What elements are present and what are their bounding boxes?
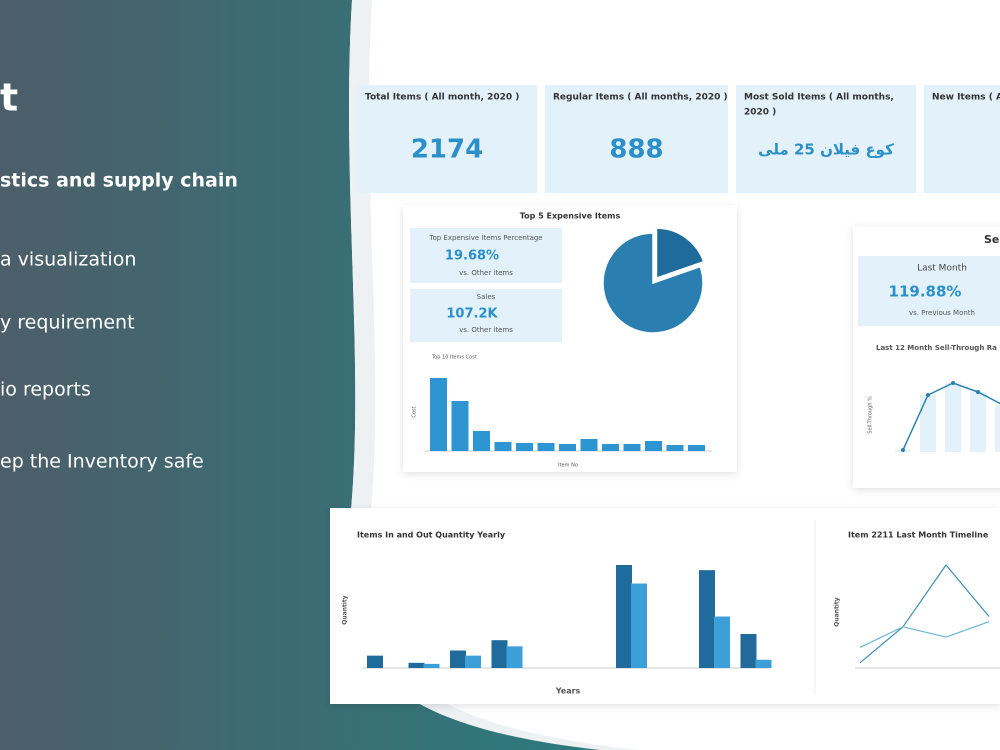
kpi-value: 2174 bbox=[411, 135, 483, 165]
bar bbox=[755, 659, 772, 668]
kpi-card bbox=[357, 85, 537, 193]
timeline-chart bbox=[855, 564, 1000, 669]
panel-title: Items In and Out Quantity Yearly bbox=[357, 531, 506, 540]
bar bbox=[688, 445, 705, 451]
point bbox=[901, 448, 905, 452]
stat-note: vs. Previous Month bbox=[909, 309, 975, 317]
panel-title: Sel bbox=[984, 233, 1000, 246]
kpi-value: 888 bbox=[609, 135, 663, 165]
bar bbox=[623, 444, 641, 451]
kpi-card bbox=[736, 85, 916, 193]
stat-label: Sales bbox=[477, 293, 496, 301]
stat-value: 119.88% bbox=[889, 283, 962, 301]
bar bbox=[602, 444, 619, 451]
stat-value: 107.2K bbox=[446, 307, 498, 322]
kpi-value: كوع فيلان 25 ملى bbox=[758, 141, 894, 159]
bar bbox=[423, 663, 440, 668]
bar bbox=[714, 616, 730, 668]
hero-point: y requirement bbox=[0, 312, 135, 334]
bar bbox=[516, 443, 533, 451]
bar bbox=[666, 445, 684, 451]
line-area bbox=[970, 392, 986, 452]
bar bbox=[559, 444, 576, 451]
bar bbox=[580, 439, 598, 451]
axis-label: Quantity bbox=[342, 595, 349, 624]
panel-title: Top 5 Expensive Items bbox=[520, 212, 621, 221]
line-area bbox=[995, 405, 1000, 452]
bar bbox=[740, 634, 757, 668]
kpi-label: Regular Items ( All months, 2020 ) bbox=[553, 93, 728, 103]
kpi-label: Total Items ( All month, 2020 ) bbox=[365, 93, 519, 103]
bar bbox=[631, 583, 647, 668]
stat-note: vs. Other items bbox=[459, 269, 513, 277]
stat-label: Top Expensive Items Percentage bbox=[428, 234, 542, 242]
bar bbox=[367, 655, 383, 668]
stat-card bbox=[858, 256, 1000, 326]
bar bbox=[537, 443, 555, 451]
bar bbox=[645, 441, 662, 451]
kpi-row: Total Items ( All month, 2020 ) 2174 Regul… bbox=[357, 85, 1000, 193]
bar bbox=[616, 565, 632, 668]
kpi-card bbox=[545, 85, 728, 193]
chart-title: Last 12 Month Sell-Through Ra bbox=[876, 344, 997, 352]
stat-card bbox=[410, 289, 562, 342]
yearly-bars bbox=[362, 565, 772, 669]
hero-point: a visualization bbox=[0, 249, 136, 271]
kpi-label: Most Sold Items ( All months, bbox=[744, 93, 894, 103]
pie-slice bbox=[602, 232, 704, 334]
hero-title: t bbox=[0, 76, 18, 120]
yearly-panel bbox=[330, 508, 1000, 704]
hero-point: ep the Inventory safe bbox=[0, 451, 204, 473]
pie-slice bbox=[655, 227, 705, 280]
line-area bbox=[945, 383, 961, 452]
stat-note: vs. Other items bbox=[459, 326, 513, 334]
pie-chart bbox=[602, 227, 705, 334]
point bbox=[951, 381, 955, 385]
kpi-label: New Items ( A bbox=[932, 93, 1000, 103]
bar bbox=[491, 640, 508, 668]
bar bbox=[473, 431, 490, 451]
kpi-label: 2020 ) bbox=[744, 108, 776, 118]
axis-label: Sell-Through % bbox=[868, 396, 874, 434]
bar bbox=[450, 650, 466, 668]
bar bbox=[699, 570, 715, 668]
bar bbox=[451, 401, 469, 451]
stat-card bbox=[410, 228, 562, 283]
axis-label: Quantity bbox=[834, 597, 841, 626]
axis-label: Item No bbox=[558, 463, 578, 469]
bar bbox=[408, 662, 425, 668]
sell-line bbox=[895, 381, 1000, 452]
stat-label: Last Month bbox=[917, 264, 967, 274]
area-line bbox=[859, 621, 990, 648]
hero-panel bbox=[0, 0, 600, 750]
bar bbox=[506, 646, 523, 668]
bar bbox=[465, 655, 481, 668]
hero-point: io reports bbox=[0, 379, 91, 401]
bar bbox=[494, 442, 512, 451]
axis-label: Cost bbox=[412, 406, 418, 417]
cost-bars bbox=[425, 378, 712, 452]
bar bbox=[430, 378, 447, 451]
line-area bbox=[920, 395, 936, 452]
point bbox=[976, 390, 980, 394]
axis-label: Years bbox=[555, 687, 581, 696]
area-line bbox=[859, 564, 990, 664]
chart-title: Top 10 Items Cost bbox=[431, 355, 477, 361]
stat-value: 19.68% bbox=[445, 249, 499, 264]
panel-title: Item 2211 Last Month Timeline bbox=[848, 531, 989, 540]
point bbox=[926, 393, 930, 397]
hero-heading: stics and supply chain bbox=[0, 170, 238, 192]
kpi-card bbox=[924, 85, 1000, 193]
